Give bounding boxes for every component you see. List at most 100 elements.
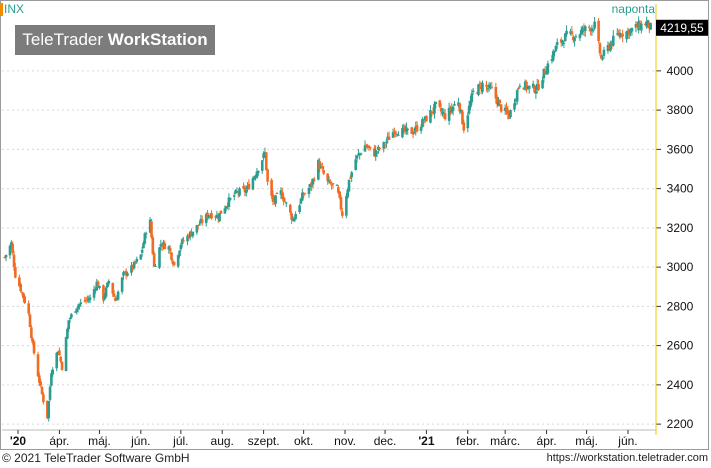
candle-up [317,160,320,180]
candle-up [561,40,564,44]
candle-down [589,28,592,32]
candle-down [449,107,452,111]
candle-down [18,277,21,287]
candle-down [302,194,305,196]
candle-up [467,105,471,114]
candle-up [279,190,283,195]
candle-up [10,242,13,248]
candle-up [139,254,143,260]
candle-up [51,369,55,375]
candle-up [144,233,148,235]
candle-down [365,145,368,148]
candle-up [401,128,404,138]
candle-down [425,115,428,122]
candle-down [219,210,223,214]
candle-down [367,145,371,148]
candle-up [395,134,399,136]
candle-down [11,243,14,253]
candle-up [67,320,71,330]
candle-down [430,111,434,114]
candle-down [151,237,155,254]
candle-up [292,218,296,222]
candle-down [369,147,372,149]
footer-url[interactable]: https://workstation.teletrader.com [546,452,708,464]
candle-down [522,87,526,90]
candle-up [238,188,241,196]
candle-down [283,201,287,203]
candle-down [387,136,391,140]
candle-up [274,195,277,204]
candle-up [218,212,221,222]
y-tick-label: 3000 [667,260,694,274]
brand-logo: TeleTrader WorkStation [15,25,215,55]
candle-up [405,127,408,132]
period-label[interactable]: naponta [611,2,655,16]
candle-down [168,248,172,252]
candle-up [357,153,360,155]
candle-up [256,170,260,174]
candle-down [403,125,407,132]
candle-up [254,175,257,179]
candle-up [223,208,227,214]
candle-down [570,31,574,35]
candle-up [574,36,578,38]
candle-up [645,21,648,27]
candle-up [107,280,111,284]
candle-up [347,179,351,192]
candle-down [182,240,185,242]
y-tick-label: 2200 [667,417,694,431]
candle-down [321,166,324,169]
candle-up [419,126,423,131]
candle-down [443,113,447,120]
candle-down [42,394,45,403]
candle-down [415,125,419,132]
candle-down [478,83,482,85]
candle-down [23,296,26,304]
candle-up [50,373,53,386]
candle-down [525,81,528,90]
candle-down [114,297,117,302]
candle-up [106,282,109,288]
candle-down [495,96,499,105]
candle-up [453,104,456,106]
candle-up [609,43,612,51]
candle-down [313,179,316,181]
candle-down [533,85,536,93]
candle-up [391,132,395,138]
candle-up [148,219,152,233]
candle-up [346,189,349,198]
candle-down [318,161,321,169]
chart-frame [0,0,709,450]
candle-down [330,183,333,186]
candle-down [243,187,247,193]
candle-up [198,224,201,226]
candle-down [170,252,173,260]
candle-up [629,29,632,33]
candle-down [86,298,89,300]
candle-up [252,176,256,180]
candle-down [242,186,245,189]
candle-down [288,204,292,213]
candle-down [216,217,220,219]
symbol-label[interactable]: INX [4,2,25,16]
candle-down [152,253,156,267]
candle-down [628,29,631,36]
candle-up [64,337,68,372]
candle-up [180,239,184,245]
candle-up [234,190,237,194]
candle-up [434,101,438,104]
candle-up [402,127,406,129]
candle-up [355,155,359,159]
candle-up [518,85,522,87]
candle-down [366,146,370,148]
candle-up [550,59,554,61]
candle-down [12,254,16,267]
candle-down [171,260,175,264]
candle-down [383,144,387,146]
candle-up [204,214,208,224]
candle-up [195,225,199,233]
candle-up [191,231,195,237]
candle-up [535,84,539,90]
candle-down [172,262,176,265]
